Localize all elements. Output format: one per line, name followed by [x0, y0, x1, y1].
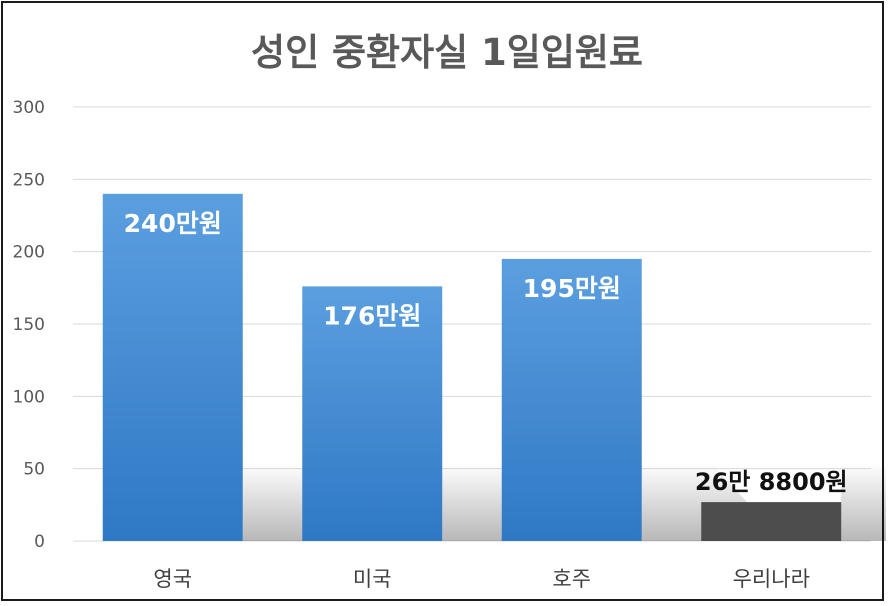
x-tick-label: 미국 [353, 567, 392, 591]
y-tick-label: 0 [34, 532, 45, 552]
y-tick-label: 150 [13, 315, 45, 335]
bar-shadow [841, 463, 886, 541]
y-tick-label: 250 [13, 170, 45, 190]
data-labels: 240만원 176만원 195만원 26만 8800원 [124, 209, 848, 496]
data-label: 195만원 [523, 274, 621, 303]
data-label: 26만 8800원 [695, 468, 848, 496]
y-tick-label: 100 [13, 387, 45, 407]
bars [102, 193, 842, 542]
y-tick-label: 300 [13, 98, 45, 118]
x-tick-label: 호주 [552, 567, 591, 591]
bar-우리나라 [701, 502, 842, 541]
bar-영국 [102, 193, 243, 542]
x-axis: 영국 미국 호주 우리나라 [153, 567, 809, 591]
y-axis: 0 50 100 150 200 250 300 [13, 98, 45, 552]
data-label: 176만원 [323, 301, 421, 330]
bar-미국 [302, 286, 443, 541]
x-tick-label: 영국 [153, 567, 192, 591]
y-tick-label: 50 [23, 460, 45, 480]
chart-title: 성인 중환자실 1일입원료 [251, 31, 643, 74]
x-tick-label: 우리나라 [733, 567, 810, 591]
data-label: 240만원 [124, 209, 222, 238]
y-tick-label: 200 [13, 243, 45, 263]
bar-chart: 성인 중환자실 1일입원료 0 50 100 150 200 250 300 240만원 17… [13, 31, 886, 591]
bar-호주 [501, 258, 642, 541]
